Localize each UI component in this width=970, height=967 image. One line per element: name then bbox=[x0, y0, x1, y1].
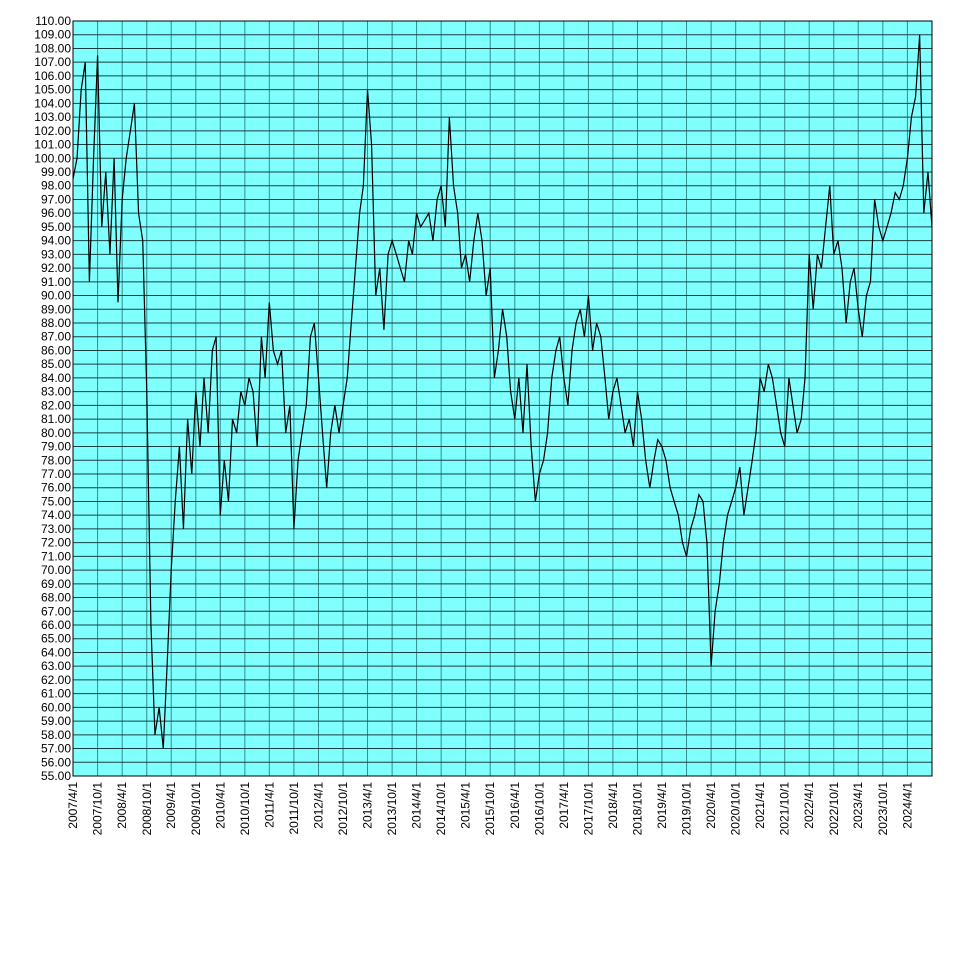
price-line bbox=[72, 34, 933, 749]
y-tick-label: 91.00 bbox=[41, 275, 71, 289]
x-tick-label: 2019/4/1 bbox=[655, 782, 669, 829]
y-tick-label: 95.00 bbox=[41, 220, 71, 234]
y-tick-label: 59.00 bbox=[41, 714, 71, 728]
y-tick-label: 74.00 bbox=[41, 508, 71, 522]
x-tick-label: 2012/4/1 bbox=[311, 782, 325, 829]
x-tick-label: 2023/4/1 bbox=[851, 782, 865, 829]
x-tick-label: 2009/4/1 bbox=[164, 782, 178, 829]
y-tick-label: 101.00 bbox=[34, 138, 71, 152]
y-tick-label: 55.00 bbox=[41, 769, 71, 783]
y-tick-label: 108.00 bbox=[34, 41, 71, 55]
x-tick-label: 2008/4/1 bbox=[115, 782, 129, 829]
y-tick-label: 93.00 bbox=[41, 247, 71, 261]
x-tick-label: 2014/4/1 bbox=[410, 782, 424, 829]
y-tick-label: 85.00 bbox=[41, 357, 71, 371]
y-tick-label: 79.00 bbox=[41, 440, 71, 454]
y-tick-label: 64.00 bbox=[41, 645, 71, 659]
y-tick-label: 96.00 bbox=[41, 206, 71, 220]
y-tick-label: 58.00 bbox=[41, 728, 71, 742]
x-tick-label: 2018/10/1 bbox=[630, 782, 644, 836]
y-tick-label: 94.00 bbox=[41, 234, 71, 248]
x-tick-label: 2010/4/1 bbox=[213, 782, 227, 829]
y-tick-label: 73.00 bbox=[41, 522, 71, 536]
y-tick-label: 84.00 bbox=[41, 371, 71, 385]
y-tick-label: 109.00 bbox=[34, 28, 71, 42]
y-tick-label: 99.00 bbox=[41, 165, 71, 179]
x-tick-label: 2023/10/1 bbox=[876, 782, 890, 836]
y-tick-label: 77.00 bbox=[41, 467, 71, 481]
x-tick-label: 2013/4/1 bbox=[361, 782, 375, 829]
y-tick-label: 88.00 bbox=[41, 316, 71, 330]
x-tick-label: 2020/10/1 bbox=[729, 782, 743, 836]
y-tick-label: 90.00 bbox=[41, 289, 71, 303]
y-tick-label: 66.00 bbox=[41, 618, 71, 632]
x-tick-label: 2015/10/1 bbox=[483, 782, 497, 836]
y-tick-label: 87.00 bbox=[41, 330, 71, 344]
x-tick-label: 2011/10/1 bbox=[287, 782, 301, 835]
y-tick-label: 71.00 bbox=[41, 549, 71, 563]
y-tick-label: 63.00 bbox=[41, 659, 71, 673]
y-tick-label: 76.00 bbox=[41, 481, 71, 495]
y-tick-label: 110.00 bbox=[35, 14, 71, 28]
y-tick-label: 86.00 bbox=[41, 343, 71, 357]
y-tick-label: 107.00 bbox=[34, 55, 71, 69]
y-tick-label: 105.00 bbox=[34, 83, 71, 97]
y-tick-label: 68.00 bbox=[41, 591, 71, 605]
y-tick-label: 97.00 bbox=[41, 192, 71, 206]
y-tick-label: 82.00 bbox=[41, 398, 71, 412]
x-tick-label: 2007/4/1 bbox=[66, 782, 80, 829]
y-tick-label: 104.00 bbox=[34, 96, 71, 110]
y-tick-label: 92.00 bbox=[41, 261, 71, 275]
y-tick-label: 69.00 bbox=[41, 577, 71, 591]
y-tick-label: 62.00 bbox=[41, 673, 71, 687]
x-tick-label: 2022/10/1 bbox=[827, 782, 841, 836]
y-tick-label: 57.00 bbox=[41, 742, 71, 756]
y-tick-label: 89.00 bbox=[41, 302, 71, 316]
x-tick-label: 2014/10/1 bbox=[434, 782, 448, 836]
x-tick-label: 2021/4/1 bbox=[753, 782, 767, 829]
x-tick-label: 2022/4/1 bbox=[802, 782, 816, 829]
y-tick-label: 100.00 bbox=[34, 151, 71, 165]
y-tick-label: 103.00 bbox=[34, 110, 71, 124]
y-tick-label: 102.00 bbox=[34, 124, 71, 138]
x-tick-label: 2011/4/1 bbox=[262, 782, 276, 828]
y-tick-label: 67.00 bbox=[41, 604, 71, 618]
x-tick-label: 2009/10/1 bbox=[189, 782, 203, 836]
x-tick-label: 2012/10/1 bbox=[336, 782, 350, 836]
x-tick-label: 2010/10/1 bbox=[238, 782, 252, 836]
y-tick-label: 81.00 bbox=[41, 412, 71, 426]
y-tick-label: 75.00 bbox=[41, 494, 71, 508]
y-tick-label: 70.00 bbox=[41, 563, 71, 577]
plot-background bbox=[73, 21, 932, 776]
y-tick-label: 98.00 bbox=[41, 179, 71, 193]
x-tick-label: 2016/4/1 bbox=[508, 782, 522, 829]
y-tick-label: 78.00 bbox=[41, 453, 71, 467]
x-tick-label: 2013/10/1 bbox=[385, 782, 399, 836]
y-tick-label: 60.00 bbox=[41, 700, 71, 714]
x-tick-label: 2008/10/1 bbox=[140, 782, 154, 836]
y-tick-label: 65.00 bbox=[41, 632, 71, 646]
x-tick-label: 2018/4/1 bbox=[606, 782, 620, 829]
x-tick-label: 2007/10/1 bbox=[91, 782, 105, 836]
x-tick-label: 2017/4/1 bbox=[557, 782, 571, 829]
x-tick-label: 2016/10/1 bbox=[532, 782, 546, 836]
x-tick-label: 2024/4/1 bbox=[900, 782, 914, 829]
y-tick-label: 56.00 bbox=[41, 755, 71, 769]
y-tick-label: 72.00 bbox=[41, 536, 71, 550]
x-tick-label: 2021/10/1 bbox=[778, 782, 792, 836]
x-tick-label: 2020/4/1 bbox=[704, 782, 718, 829]
x-tick-label: 2015/4/1 bbox=[459, 782, 473, 829]
y-tick-label: 106.00 bbox=[34, 69, 71, 83]
plot-border bbox=[72, 20, 933, 777]
x-tick-label: 2017/10/1 bbox=[581, 782, 595, 836]
y-tick-label: 83.00 bbox=[41, 385, 71, 399]
y-tick-label: 61.00 bbox=[41, 687, 71, 701]
x-tick-label: 2019/10/1 bbox=[680, 782, 694, 836]
y-tick-label: 80.00 bbox=[41, 426, 71, 440]
